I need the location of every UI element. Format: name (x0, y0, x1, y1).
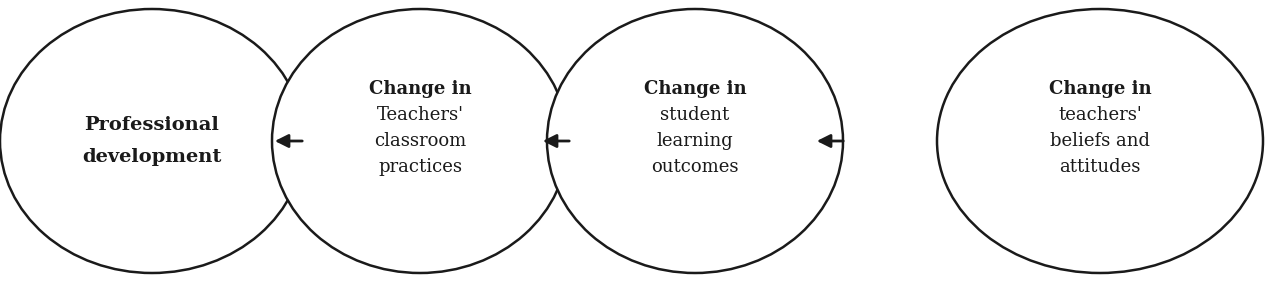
Text: Change in: Change in (643, 80, 746, 98)
Ellipse shape (547, 9, 844, 273)
Text: learning: learning (656, 132, 733, 150)
Text: beliefs and: beliefs and (1050, 132, 1150, 150)
Text: attitudes: attitudes (1059, 158, 1140, 176)
Text: Professional: Professional (85, 116, 220, 134)
Text: Teachers': Teachers' (376, 106, 464, 124)
Ellipse shape (937, 9, 1263, 273)
Text: practices: practices (377, 158, 462, 176)
Text: student: student (660, 106, 729, 124)
Ellipse shape (272, 9, 568, 273)
Text: outcomes: outcomes (651, 158, 738, 176)
Text: Change in: Change in (1049, 80, 1152, 98)
Text: teachers': teachers' (1058, 106, 1141, 124)
Text: classroom: classroom (374, 132, 466, 150)
Ellipse shape (0, 9, 304, 273)
Text: Change in: Change in (369, 80, 471, 98)
Text: development: development (82, 148, 222, 166)
